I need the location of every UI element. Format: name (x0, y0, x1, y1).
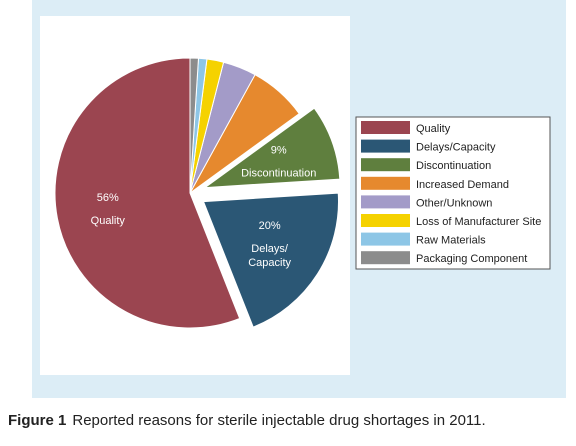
figure-caption: Figure 1 Reported reasons for sterile inj… (8, 412, 486, 429)
slice-label-delays-capacity: 20% Delays/Capacity (248, 220, 291, 269)
legend-label-increased-demand: Increased Demand (416, 179, 509, 191)
legend-label-delays-capacity: Delays/Capacity (416, 142, 496, 154)
slice-name-label: Delays/ (251, 243, 289, 255)
slice-percent-label: 9% (271, 145, 287, 157)
pie-slice-packaging-component (189, 57, 200, 194)
pie-slice-quality (54, 57, 241, 329)
legend-swatch-raw-materials (361, 232, 410, 246)
slice-label-quality: 56% Quality (91, 192, 126, 227)
legend-label-other-unknown: Other/Unknown (416, 197, 492, 209)
legend-swatch-delays-capacity (361, 139, 410, 153)
legend-swatch-increased-demand (361, 176, 410, 190)
slice-name-label: Discontinuation (241, 168, 316, 180)
slice-name-label: Quality (91, 215, 126, 227)
legend-swatch-other-unknown (361, 195, 410, 209)
caption-text: Reported reasons for sterile injectable … (72, 412, 486, 429)
legend-swatch-packaging-component (361, 251, 410, 265)
legend-swatch-discontinuation (361, 158, 410, 172)
legend-label-loss-of-manufacturer-site: Loss of Manufacturer Site (416, 216, 541, 228)
legend-label-packaging-component: Packaging Component (416, 253, 527, 265)
legend-swatch-quality (361, 121, 410, 134)
legend-label-raw-materials: Raw Materials (416, 235, 486, 247)
slice-label-discontinuation: 9% Discontinuation (241, 145, 316, 180)
legend-label-discontinuation: Discontinuation (416, 160, 491, 172)
slice-percent-label: 56% (97, 192, 119, 204)
pie-slice-discontinuation (203, 107, 341, 189)
pie-slice-delays-capacity (202, 192, 340, 328)
slice-percent-label: 20% (259, 220, 281, 232)
legend-swatch-loss-of-manufacturer-site (361, 214, 410, 227)
legend-label-quality: Quality (416, 123, 451, 135)
figure-number: Figure 1 (8, 412, 67, 429)
slice-name-label: Capacity (248, 257, 291, 269)
pie-chart: 56% Quality 20% Delays/Capacity 9% Discontinu… (40, 16, 551, 375)
legend: Quality Delays/Capacity Discontinuation Inc… (355, 116, 551, 270)
